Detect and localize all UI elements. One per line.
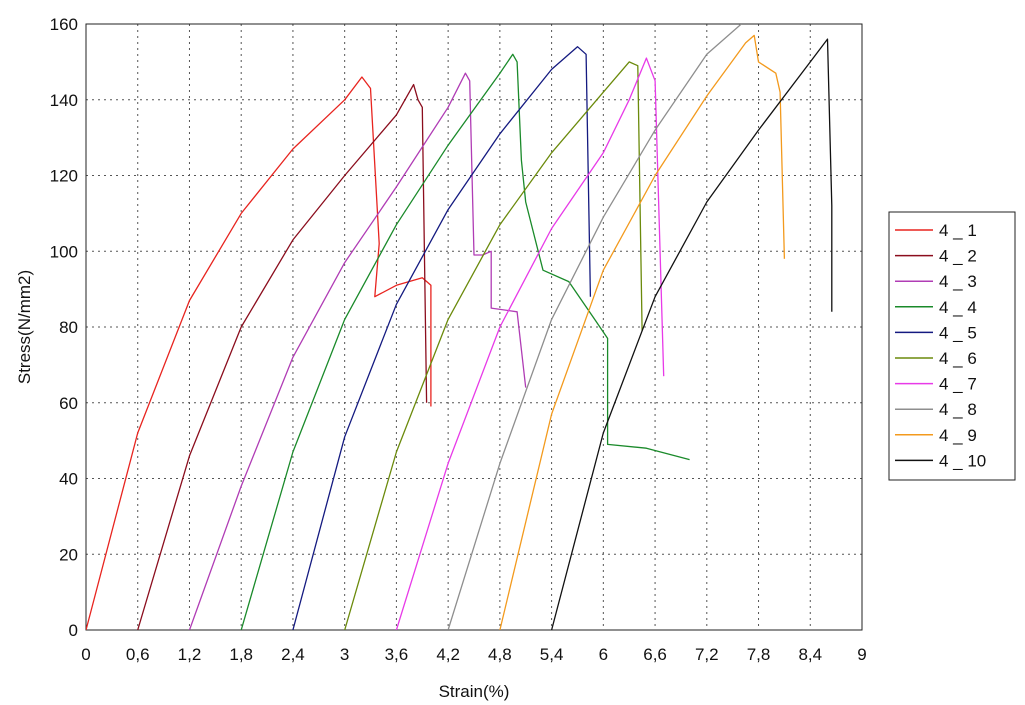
x-tick-label: 1,2 bbox=[178, 645, 202, 664]
legend-entry: 4 _ 1 bbox=[939, 221, 977, 240]
x-tick-label: 7,8 bbox=[747, 645, 771, 664]
x-tick-label: 7,2 bbox=[695, 645, 719, 664]
x-tick-label: 3 bbox=[340, 645, 349, 664]
y-tick-label: 40 bbox=[59, 470, 78, 489]
series-line-7 bbox=[395, 57, 665, 630]
y-axis-ticks: 0 20 40 60 80 100 120 140 160 bbox=[50, 15, 78, 640]
legend-entry: 4 _ 6 bbox=[939, 349, 977, 368]
series-line-8 bbox=[447, 24, 742, 630]
series-line-3 bbox=[188, 72, 527, 630]
x-tick-label: 4,2 bbox=[436, 645, 460, 664]
series-line-10 bbox=[550, 38, 833, 630]
x-tick-label: 3,6 bbox=[385, 645, 409, 664]
legend-entry: 4 _ 5 bbox=[939, 323, 977, 342]
x-tick-label: 9 bbox=[857, 645, 866, 664]
x-tick-label: 1,8 bbox=[229, 645, 253, 664]
series-line-6 bbox=[344, 61, 643, 630]
x-axis-ticks: 0 0,6 1,2 1,8 2,4 3 3,6 4,2 4,8 5,4 6 6,6 7,2 7,8 8,4 9 bbox=[81, 645, 866, 664]
legend-entry: 4 _ 7 bbox=[939, 375, 977, 394]
series-line-9 bbox=[499, 34, 786, 630]
plot-frame bbox=[85, 23, 863, 631]
legend-entry: 4 _ 10 bbox=[939, 451, 986, 470]
x-tick-label: 0,6 bbox=[126, 645, 150, 664]
x-tick-label: 0 bbox=[81, 645, 90, 664]
legend-entry: 4 _ 9 bbox=[939, 426, 977, 445]
x-tick-label: 5,4 bbox=[540, 645, 564, 664]
legend: 4 _ 1 4 _ 2 4 _ 3 4 _ 4 4 _ 5 4 _ 6 4 _ 7 4 _ 8… bbox=[888, 211, 1016, 481]
series-line-5 bbox=[292, 46, 592, 630]
y-tick-label: 100 bbox=[50, 242, 78, 261]
x-tick-label: 2,4 bbox=[281, 645, 305, 664]
series-lines bbox=[86, 24, 833, 630]
x-tick-label: 8,4 bbox=[798, 645, 822, 664]
series-line-2 bbox=[137, 83, 428, 630]
legend-entry: 4 _ 2 bbox=[939, 247, 977, 266]
y-tick-label: 140 bbox=[50, 91, 78, 110]
legend-entry: 4 _ 8 bbox=[939, 400, 977, 419]
legend-entry: 4 _ 4 bbox=[939, 298, 977, 317]
x-axis-label: Strain(%) bbox=[439, 682, 510, 701]
grid bbox=[86, 24, 862, 630]
legend-entry: 4 _ 3 bbox=[939, 272, 977, 291]
y-tick-label: 160 bbox=[50, 15, 78, 34]
y-tick-label: 0 bbox=[69, 621, 78, 640]
x-tick-label: 6 bbox=[599, 645, 608, 664]
y-tick-label: 60 bbox=[59, 394, 78, 413]
y-axis-label: Stress(N/mm2) bbox=[15, 270, 34, 384]
y-tick-label: 120 bbox=[50, 167, 78, 186]
series-line-1 bbox=[86, 76, 432, 630]
x-tick-label: 6,6 bbox=[643, 645, 667, 664]
y-tick-label: 80 bbox=[59, 318, 78, 337]
x-tick-label: 4,8 bbox=[488, 645, 512, 664]
series-line-4 bbox=[240, 53, 690, 630]
y-tick-label: 20 bbox=[59, 545, 78, 564]
